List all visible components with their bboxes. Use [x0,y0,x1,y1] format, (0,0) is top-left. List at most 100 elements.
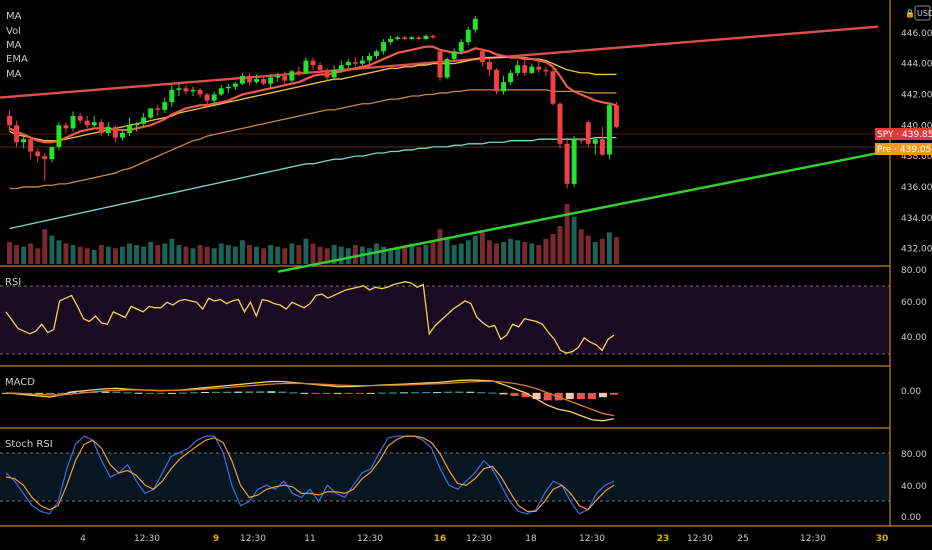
volume-bar [225,245,231,264]
currency-badge-text: USD [917,9,932,18]
volume-bar [430,241,436,264]
macd-label[interactable]: MACD [5,377,35,388]
macd-histogram-bar [433,392,442,394]
candle-body [381,42,387,52]
rsi-line [5,281,615,354]
macd-histogram-bar [377,392,386,394]
time-tick-label: 9 [213,534,219,544]
macd-histogram-bar [278,391,287,393]
rsi-tick-40: 40.00 [901,333,927,343]
candle-body [324,69,330,78]
volume-bar [105,246,111,264]
volume-bar [35,248,41,264]
macd-histogram-bar [411,392,420,394]
candle-body [592,139,598,144]
currency-badge[interactable]: 🔒 USD [905,5,932,21]
legend-item-ma-3[interactable]: MA [6,69,22,80]
macd-histogram-bar [223,391,232,393]
volume-bar [232,246,238,264]
volume-bar [324,248,330,264]
macd-histogram-bar [344,392,353,394]
macd-histogram-bar [543,392,552,401]
rsi-band [0,286,890,354]
macd-histogram-bar [587,392,596,400]
volume-bar [218,243,224,264]
volume-bar [91,249,97,264]
volume-bar [437,229,443,264]
price-tick-label: 446.00 [901,29,932,39]
candle-body [239,75,245,84]
macd-line-signal [5,380,615,417]
candle-body [317,65,323,70]
price-tick-label: 438.00 [901,152,932,162]
candle-body [63,125,69,129]
time-tick-label: 12:30 [800,534,826,544]
ma-line-ma [9,136,617,230]
candle-body [522,65,528,73]
volume-bar [127,243,132,264]
volume-bar [190,248,196,264]
volume-bar [578,229,584,264]
candle-body [190,89,196,92]
macd-histogram-bar [532,392,541,400]
time-tick-label: 12:30 [134,534,160,544]
volume-bar [494,243,499,264]
volume-bar [42,229,48,264]
macd-histogram-bar [234,391,243,393]
pre-tag-text: Pre · 439.05 [877,145,931,155]
pre-tag-bg [875,143,932,155]
candle-body [331,69,337,78]
rsi-label[interactable]: RSI [5,277,21,288]
candle-body [254,79,260,83]
legend-item-vol[interactable]: Vol [6,26,21,37]
volume-bar [501,241,507,264]
candle-body [211,94,217,101]
macd-histogram-bar [311,392,320,394]
macd-histogram-bar [46,392,55,395]
volume-bar [557,226,563,264]
legend-item-ma-1[interactable]: MA [6,11,22,22]
stoch-tick-40: 40.00 [901,482,927,492]
stoch-label[interactable]: Stoch RSI [5,439,53,450]
legend[interactable]: MA Vol MA EMA MA [6,11,28,80]
candle-body [543,69,549,72]
candle-body [119,133,125,138]
stoch-tick-0: 0.00 [901,513,921,523]
volume-bar [119,246,125,264]
price-tick-label: 432.00 [901,245,932,255]
rsi-tick-80: 80.00 [901,266,927,276]
legend-item-ma-2[interactable]: MA [6,40,22,51]
candle-body [141,117,147,124]
rsi-series-line [5,281,615,354]
candle-body [423,35,429,39]
candle-body [557,103,563,144]
candle-body [134,123,140,126]
time-tick-label: 12:30 [687,534,713,544]
candle-body [479,51,485,63]
volume-bar [451,245,457,264]
currency-badge-frame [914,5,931,21]
volume-bar [331,245,337,264]
volume-bar [458,243,464,264]
macd-histogram-bar [289,392,298,394]
time-tick-label: 23 [657,534,670,544]
price-tick-label: 434.00 [901,214,932,224]
volume-bar [366,248,372,264]
macd-histogram-bar [422,392,431,394]
candle-body [77,116,83,121]
candle-body [105,126,111,133]
volume-bar [56,240,62,264]
legend-item-ema[interactable]: EMA [6,54,28,65]
volume-bar [599,238,605,264]
volume-bar [247,245,252,264]
time-tick-label: 12:30 [357,534,383,544]
price-tick-label: 440.00 [901,121,932,131]
macd-histogram-bar [355,392,364,394]
macd-histogram-bar [565,392,574,400]
macd-histogram-bar [300,392,309,394]
time-tick-label: 12:30 [579,534,605,544]
macd-histogram-bar [388,392,397,394]
volume-bar [197,245,203,264]
candle-body [70,116,76,129]
